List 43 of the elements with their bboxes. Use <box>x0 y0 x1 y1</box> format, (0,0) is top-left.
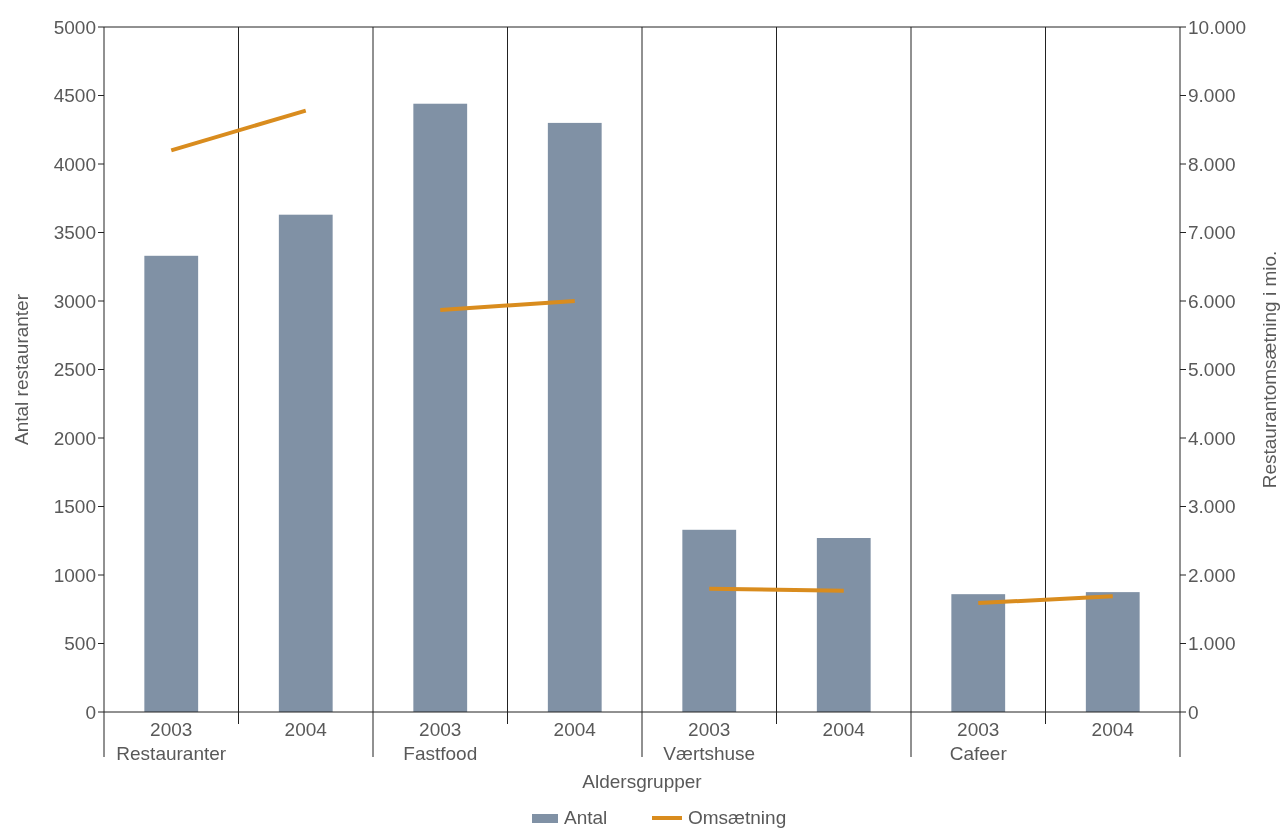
y-tick-label: 2500 <box>53 359 96 381</box>
bar <box>682 529 737 712</box>
y-tick-label: 4000 <box>53 153 96 175</box>
y2-tick-label: 5.000 <box>1188 359 1236 381</box>
x-tick-label: 2003 Fastfood <box>403 719 478 764</box>
x-tick-label: 2004 <box>1091 719 1135 740</box>
y2-tick-label: 6.000 <box>1188 290 1236 312</box>
bar <box>951 594 1006 712</box>
y-tick-label: 0 <box>85 701 96 723</box>
legend-label: Antal <box>564 807 608 828</box>
y-tick-label: 5000 <box>53 16 96 38</box>
y2-tick-label: 8.000 <box>1188 153 1236 175</box>
y2-axis-title: Restaurantomsætning i mio. <box>1259 250 1280 489</box>
y2-tick-label: 10.000 <box>1188 16 1247 38</box>
bar <box>144 255 199 712</box>
y-tick-label: 3000 <box>53 290 96 312</box>
bar <box>278 214 333 712</box>
y2-tick-label: 0 <box>1188 701 1199 723</box>
y2-tick-label: 7.000 <box>1188 222 1236 244</box>
y-tick-label: 3500 <box>53 222 96 244</box>
bar <box>547 122 602 712</box>
legend-label: Omsætning <box>688 807 787 828</box>
y-tick-label: 4500 <box>53 85 96 107</box>
y-tick-label: 500 <box>64 633 96 655</box>
x-tick-label: 2003 Cafeer <box>949 719 1008 764</box>
bar <box>1085 592 1140 712</box>
y2-tick-label: 3.000 <box>1188 496 1236 518</box>
x-tick-label: 2004 <box>284 719 328 740</box>
x-tick-label: 2004 <box>553 719 597 740</box>
y2-tick-label: 2.000 <box>1188 564 1236 586</box>
bar <box>413 103 468 712</box>
y-axis-title: Antal restauranter <box>11 293 32 446</box>
y-tick-label: 1500 <box>53 496 96 518</box>
y2-tick-label: 9.000 <box>1188 85 1236 107</box>
y-tick-label: 1000 <box>53 564 96 586</box>
x-axis-title: Aldersgrupper <box>582 771 703 792</box>
x-tick-label: 2004 <box>822 719 866 740</box>
x-tick-label: 2003 Restauranter <box>116 719 227 764</box>
y2-tick-label: 1.000 <box>1188 633 1236 655</box>
y-tick-label: 2000 <box>53 427 96 449</box>
x-tick-label: 2003 Værtshuse <box>663 719 756 764</box>
bar <box>816 538 871 712</box>
y2-tick-label: 4.000 <box>1188 427 1236 449</box>
